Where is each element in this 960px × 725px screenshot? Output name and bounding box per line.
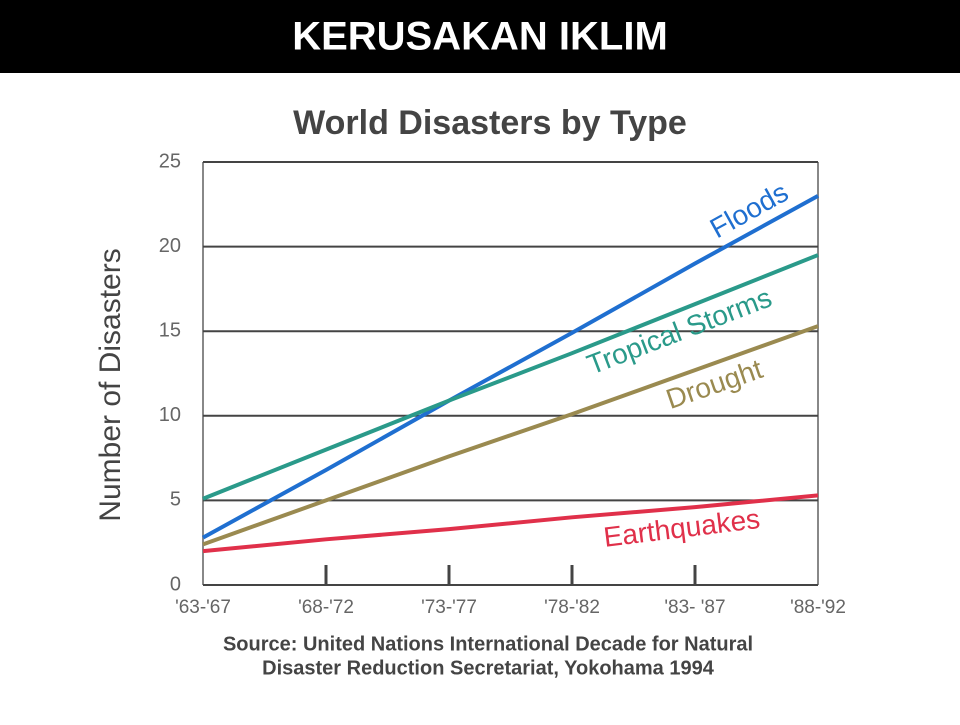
source-line: Disaster Reduction Secretariat, Yokohama… [262,657,715,679]
chart-title: World Disasters by Type [293,104,687,142]
x-tick-label: '78-'82 [544,597,600,618]
header-bar [0,0,960,73]
y-tick-label: 0 [170,573,181,595]
y-tick-label: 10 [159,404,181,426]
x-tick-label: '68-'72 [298,597,354,618]
series-line [202,324,819,547]
source-line: Source: United Nations International Dec… [223,633,753,655]
y-tick-label: 20 [159,235,181,257]
series-line [202,194,819,540]
y-tick-label: 25 [159,150,181,172]
y-axis-label: Number of Disasters [94,248,127,521]
slide-title: KERUSAKAN IKLIM [292,15,668,59]
x-tick-label: '83- '87 [664,597,725,618]
series-line [202,253,819,501]
y-tick-label: 15 [159,319,181,341]
x-tick-label: '63-'67 [175,597,231,618]
series-line [202,493,819,554]
y-tick-label: 5 [170,489,181,511]
series-label: Earthquakes [602,503,762,553]
x-tick-label: '73-'77 [421,597,477,618]
x-tick-label: '88-'92 [790,597,846,618]
